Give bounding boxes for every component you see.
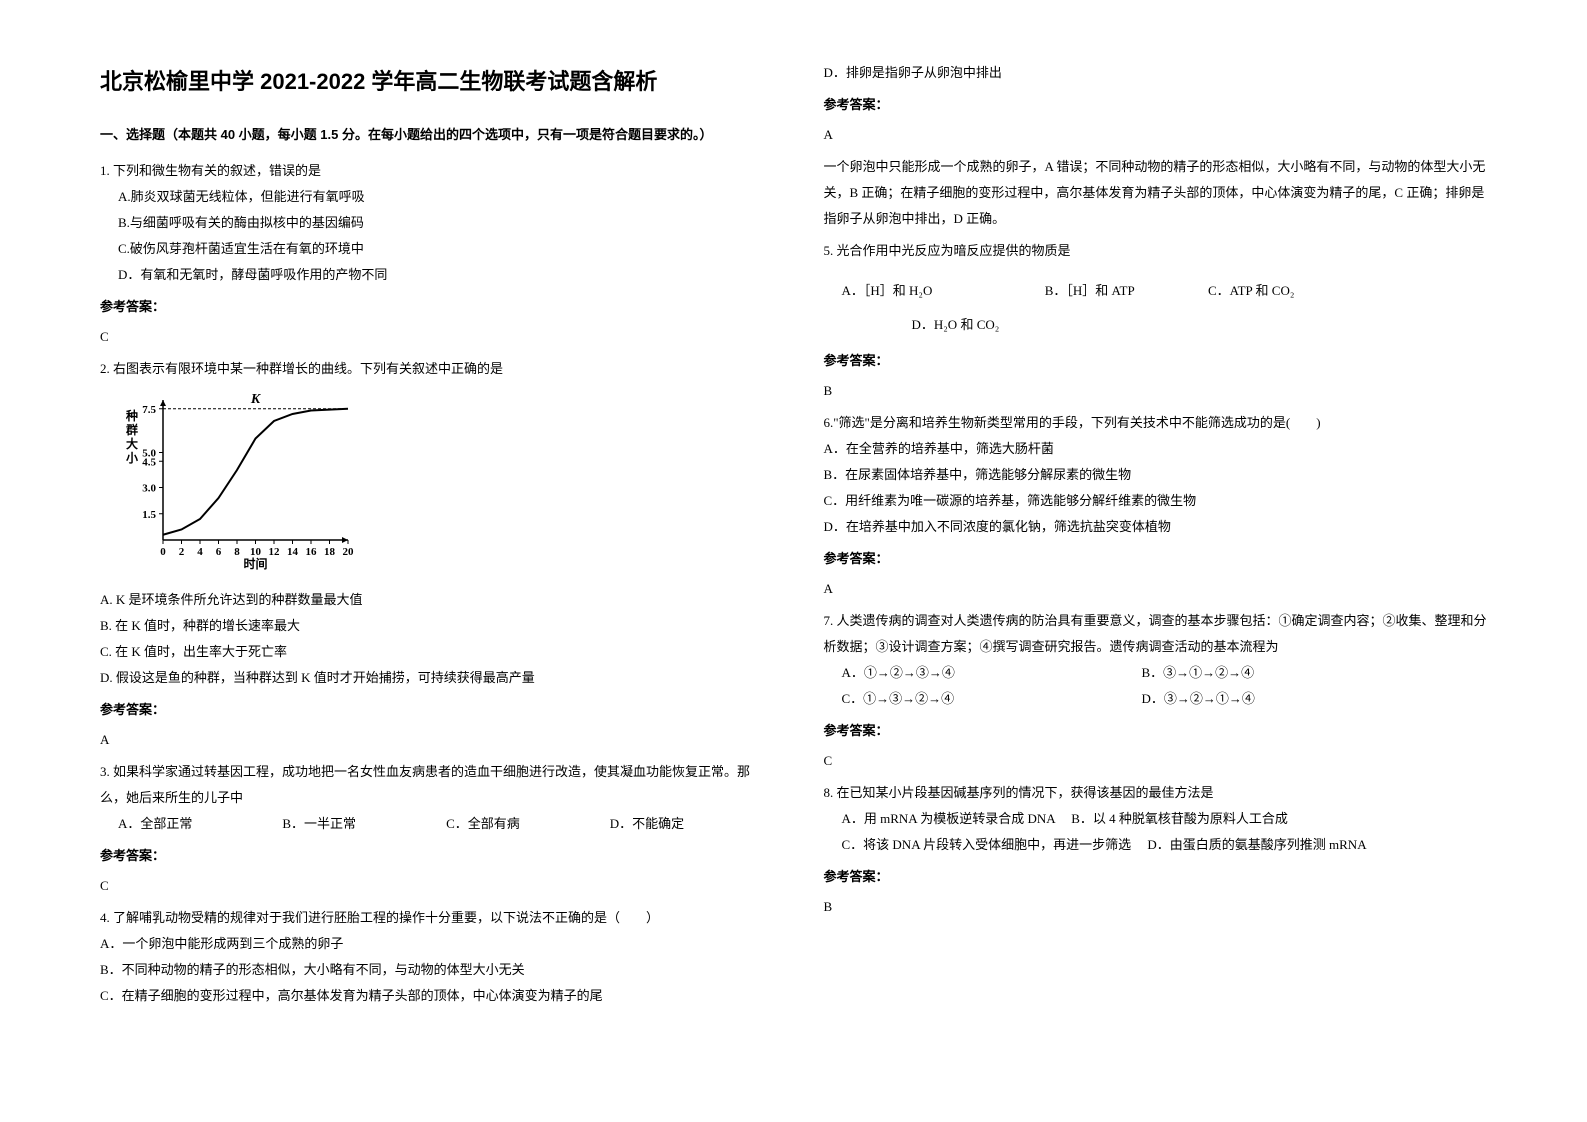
q8-optA: A．用 mRNA 为模板逆转录合成 DNA bbox=[842, 811, 1055, 826]
svg-text:种: 种 bbox=[125, 408, 138, 423]
q6-stem: 6."筛选"是分离和培养生物新类型常用的手段，下列有关技术中不能筛选成功的是( … bbox=[824, 410, 1488, 436]
q2-optB: B. 在 K 值时，种群的增长速率最大 bbox=[100, 613, 764, 639]
svg-text:18: 18 bbox=[324, 546, 336, 558]
q8-optD: D．由蛋白质的氨基酸序列推测 mRNA bbox=[1147, 837, 1366, 852]
q7-optD: D．③→②→①→④ bbox=[1142, 686, 1442, 712]
q7-optB: B．③→①→②→④ bbox=[1142, 660, 1442, 686]
q2-optA: A. K 是环境条件所允许达到的种群数量最大值 bbox=[100, 587, 764, 613]
svg-text:8: 8 bbox=[234, 546, 240, 558]
q7-options: A．①→②→③→④ B．③→①→②→④ C．①→③→②→④ D．③→②→①→④ bbox=[842, 660, 1488, 712]
right-column: D．排卵是指卵子从卵泡中排出 参考答案： A 一个卵泡中只能形成一个成熟的卵子，… bbox=[824, 60, 1488, 1062]
q6-answer: A bbox=[824, 576, 1488, 602]
svg-text:0: 0 bbox=[160, 546, 166, 558]
svg-text:K: K bbox=[250, 392, 262, 407]
q7-answer: C bbox=[824, 748, 1488, 774]
q4-optC: C．在精子细胞的变形过程中，高尔基体发育为精子头部的顶体，中心体演变为精子的尾 bbox=[100, 983, 764, 1009]
svg-text:16: 16 bbox=[306, 546, 318, 558]
q3-optB: B．一半正常 bbox=[282, 811, 356, 837]
q1-optB: B.与细菌呼吸有关的酶由拟核中的基因编码 bbox=[118, 210, 764, 236]
q7-optC: C．①→③→②→④ bbox=[842, 686, 1142, 712]
q2-answer-label: 参考答案： bbox=[100, 697, 764, 723]
q3-optA: A．全部正常 bbox=[118, 811, 192, 837]
svg-text:6: 6 bbox=[216, 546, 222, 558]
q7-answer-label: 参考答案： bbox=[824, 718, 1488, 744]
q7-optA: A．①→②→③→④ bbox=[842, 660, 1142, 686]
section-heading: 一、选择题（本题共 40 小题，每小题 1.5 分。在每小题给出的四个选项中，只… bbox=[100, 122, 764, 148]
q5-optB: B．［H］和 ATP bbox=[1045, 274, 1205, 308]
q1-answer: C bbox=[100, 324, 764, 350]
q3-answer-label: 参考答案： bbox=[100, 843, 764, 869]
q3-options-row: A．全部正常 B．一半正常 C．全部有病 D．不能确定 bbox=[118, 811, 764, 837]
q2-optD: D. 假设这是鱼的种群，当种群达到 K 值时才开始捕捞，可持续获得最高产量 bbox=[100, 665, 764, 691]
q5-answer: B bbox=[824, 378, 1488, 404]
svg-text:14: 14 bbox=[287, 546, 299, 558]
svg-text:时间: 时间 bbox=[243, 556, 267, 570]
q4-optB: B．不同种动物的精子的形态相似，大小略有不同，与动物的体型大小无关 bbox=[100, 957, 764, 983]
q5-stem: 5. 光合作用中光反应为暗反应提供的物质是 bbox=[824, 238, 1488, 264]
svg-text:12: 12 bbox=[269, 546, 281, 558]
q6-optD: D．在培养基中加入不同浓度的氯化钠，筛选抗盐突变体植物 bbox=[824, 514, 1488, 540]
q6-optA: A．在全营养的培养基中，筛选大肠杆菌 bbox=[824, 436, 1488, 462]
q8-optB: B．以 4 种脱氧核苷酸为原料人工合成 bbox=[1071, 811, 1288, 826]
q7-stem: 7. 人类遗传病的调查对人类遗传病的防治具有重要意义，调查的基本步骤包括：①确定… bbox=[824, 608, 1488, 660]
q4-explain: 一个卵泡中只能形成一个成熟的卵子，A 错误；不同种动物的精子的形态相似，大小略有… bbox=[824, 154, 1488, 232]
q4-answer: A bbox=[824, 122, 1488, 148]
q8-answer: B bbox=[824, 894, 1488, 920]
q1-answer-label: 参考答案： bbox=[100, 294, 764, 320]
q8-options: A．用 mRNA 为模板逆转录合成 DNA B．以 4 种脱氧核苷酸为原料人工合… bbox=[842, 806, 1488, 858]
q6-optC: C．用纤维素为唯一碳源的培养基，筛选能够分解纤维素的微生物 bbox=[824, 488, 1488, 514]
svg-text:4: 4 bbox=[197, 546, 203, 558]
q1-optC: C.破伤风芽孢杆菌适宜生活在有氧的环境中 bbox=[118, 236, 764, 262]
q4-optD: D．排卵是指卵子从卵泡中排出 bbox=[824, 60, 1488, 86]
q3-stem: 3. 如果科学家通过转基因工程，成功地把一名女性血友病患者的造血干细胞进行改造，… bbox=[100, 759, 764, 811]
q4-answer-label: 参考答案： bbox=[824, 92, 1488, 118]
q6-answer-label: 参考答案： bbox=[824, 546, 1488, 572]
q2-optC: C. 在 K 值时，出生率大于死亡率 bbox=[100, 639, 764, 665]
q3-optD: D．不能确定 bbox=[610, 811, 684, 837]
q5-optC: C．ATP 和 CO₂ bbox=[1208, 274, 1294, 308]
q1-optA: A.肺炎双球菌无线粒体，但能进行有氧呼吸 bbox=[118, 184, 764, 210]
q1-optD: D．有氧和无氧时，酵母菌呼吸作用的产物不同 bbox=[118, 262, 764, 288]
svg-text:20: 20 bbox=[343, 546, 355, 558]
svg-text:5.0: 5.0 bbox=[142, 448, 156, 460]
q8-stem: 8. 在已知某小片段基因碱基序列的情况下，获得该基因的最佳方法是 bbox=[824, 780, 1488, 806]
svg-text:小: 小 bbox=[126, 450, 138, 465]
q4-optA: A．一个卵泡中能形成两到三个成熟的卵子 bbox=[100, 931, 764, 957]
svg-text:2: 2 bbox=[179, 546, 185, 558]
q8-optC: C．将该 DNA 片段转入受体细胞中，再进一步筛选 bbox=[842, 837, 1132, 852]
q5-options: A．［H］和 H₂O B．［H］和 ATP C．ATP 和 CO₂ D．H₂O … bbox=[842, 274, 1488, 342]
q2-answer: A bbox=[100, 727, 764, 753]
q3-answer: C bbox=[100, 873, 764, 899]
q6-optB: B．在尿素固体培养基中，筛选能够分解尿素的微生物 bbox=[824, 462, 1488, 488]
svg-text:大: 大 bbox=[126, 436, 138, 451]
q2-stem: 2. 右图表示有限环境中某一种群增长的曲线。下列有关叙述中正确的是 bbox=[100, 356, 764, 382]
svg-text:3.0: 3.0 bbox=[142, 483, 156, 495]
q8-answer-label: 参考答案： bbox=[824, 864, 1488, 890]
left-column: 北京松榆里中学 2021-2022 学年高二生物联考试题含解析 一、选择题（本题… bbox=[100, 60, 764, 1062]
document-title: 北京松榆里中学 2021-2022 学年高二生物联考试题含解析 bbox=[100, 60, 764, 104]
q4-stem: 4. 了解哺乳动物受精的规律对于我们进行胚胎工程的操作十分重要，以下说法不正确的… bbox=[100, 905, 764, 931]
q1-stem: 1. 下列和微生物有关的叙述，错误的是 bbox=[100, 158, 764, 184]
q5-optD: D．H₂O 和 CO₂ bbox=[912, 308, 1072, 342]
q2-chart: 1.53.04.55.07.502468101214161820K种群大小时间 bbox=[118, 390, 764, 579]
q5-optA: A．［H］和 H₂O bbox=[842, 274, 1042, 308]
svg-text:群: 群 bbox=[125, 422, 138, 437]
svg-text:1.5: 1.5 bbox=[142, 509, 156, 521]
svg-text:7.5: 7.5 bbox=[142, 404, 156, 416]
q5-answer-label: 参考答案： bbox=[824, 348, 1488, 374]
q3-optC: C．全部有病 bbox=[446, 811, 520, 837]
